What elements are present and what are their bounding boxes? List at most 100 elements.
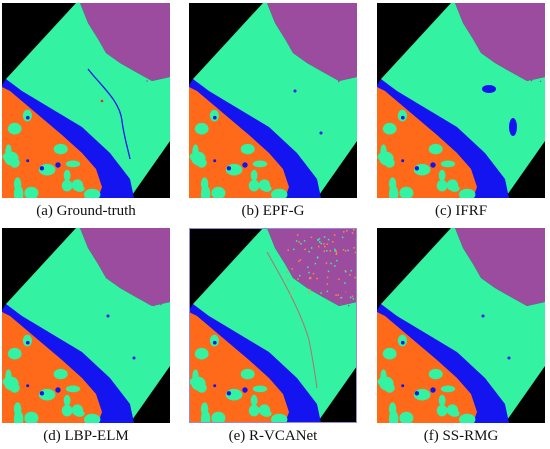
noise-speck — [324, 245, 326, 248]
edge-speck — [149, 294, 151, 296]
noise-speck — [332, 241, 334, 243]
noise-speck — [341, 236, 344, 239]
edge-speck — [347, 291, 350, 293]
noise-speck — [326, 283, 329, 285]
green-patch — [440, 385, 456, 393]
blue-speck — [293, 89, 297, 93]
edge-speck — [149, 295, 152, 297]
edge-speck — [531, 79, 533, 82]
blue-speck — [213, 384, 217, 388]
noise-speck — [354, 251, 357, 254]
green-patch — [248, 404, 260, 417]
noise-speck — [344, 250, 347, 252]
noise-speck — [338, 278, 340, 281]
noise-speck — [346, 230, 348, 232]
edge-speck — [148, 72, 150, 75]
noise-speck — [351, 295, 354, 298]
panel-lbp-elm: (d) LBP-ELM — [2, 228, 170, 449]
edge-speck — [531, 294, 533, 296]
noise-speck — [303, 240, 306, 242]
edge-speck — [144, 289, 146, 291]
noise-speck — [323, 243, 325, 245]
edge-speck — [539, 65, 541, 68]
green-patch — [436, 404, 448, 417]
green-patch — [211, 186, 226, 198]
noise-speck — [310, 247, 313, 249]
edge-speck — [329, 292, 332, 294]
noise-speck — [296, 234, 299, 236]
blue-speck — [401, 340, 405, 345]
edge-speck — [334, 70, 336, 72]
edge-speck — [150, 78, 153, 80]
green-patch — [382, 122, 397, 135]
blue-speck — [39, 391, 45, 396]
blue-speck — [430, 162, 436, 168]
blue-speck — [226, 391, 232, 396]
edge-speck — [523, 66, 525, 68]
noise-speck — [344, 271, 347, 273]
edge-speck — [160, 65, 162, 67]
green-patch — [240, 143, 255, 155]
edge-speck — [334, 302, 336, 304]
panel-caption: (e) R-VCANet — [228, 428, 318, 444]
blue-speck — [414, 391, 420, 396]
green-patch — [4, 151, 19, 166]
classification-map — [189, 228, 357, 423]
green-patch — [258, 404, 271, 416]
edge-speck — [335, 70, 338, 72]
noise-speck — [347, 249, 349, 252]
noise-speck — [344, 282, 346, 284]
purple-class-region — [455, 228, 545, 306]
green-patch — [13, 185, 24, 198]
edge-speck — [156, 297, 159, 300]
panel-caption: (f) SS-RMG — [423, 428, 499, 444]
panel-ifrf: (c) IFRF — [377, 3, 545, 225]
edge-speck — [335, 300, 338, 302]
blue-speck — [319, 131, 323, 135]
noise-speck — [310, 236, 313, 239]
edge-speck — [538, 301, 540, 303]
noisy-river-line — [266, 251, 318, 389]
green-patch — [63, 169, 71, 181]
noise-speck — [309, 277, 311, 280]
blue-speck — [213, 159, 217, 163]
green-patch — [71, 404, 84, 416]
green-patch — [397, 109, 407, 122]
green-patch — [459, 188, 476, 198]
noise-speck — [334, 250, 336, 252]
green-patch — [379, 376, 394, 391]
edge-speck — [147, 73, 150, 75]
green-patch — [428, 368, 443, 380]
green-class-region — [193, 3, 357, 198]
noise-speck — [323, 236, 326, 238]
edge-speck — [529, 70, 531, 73]
edge-speck — [338, 80, 340, 83]
green-patch — [7, 347, 22, 360]
edge-speck — [532, 69, 534, 71]
edge-speck — [522, 72, 524, 74]
noise-speck — [329, 250, 332, 252]
edge-speck — [523, 299, 526, 301]
noise-speck — [326, 290, 329, 293]
green-patch — [53, 143, 68, 155]
edge-speck — [165, 297, 167, 299]
green-patch — [24, 411, 39, 423]
green-patch — [71, 179, 84, 191]
green-patch — [209, 334, 219, 347]
edge-speck — [530, 293, 532, 296]
green-patch — [65, 160, 81, 168]
edge-speck — [157, 303, 159, 306]
classification-map — [377, 228, 545, 423]
blue-speck — [106, 314, 110, 318]
noise-speck — [343, 231, 345, 233]
noise-speck — [323, 250, 325, 252]
panel-ss-rmg: (f) SS-RMG — [377, 228, 545, 449]
green-patch — [271, 413, 288, 423]
noise-speck — [290, 294, 292, 296]
blue-speck — [26, 115, 30, 120]
edge-speck — [148, 71, 150, 74]
classification-map — [2, 3, 170, 198]
green-patch — [191, 151, 206, 166]
noise-speck — [308, 288, 311, 291]
